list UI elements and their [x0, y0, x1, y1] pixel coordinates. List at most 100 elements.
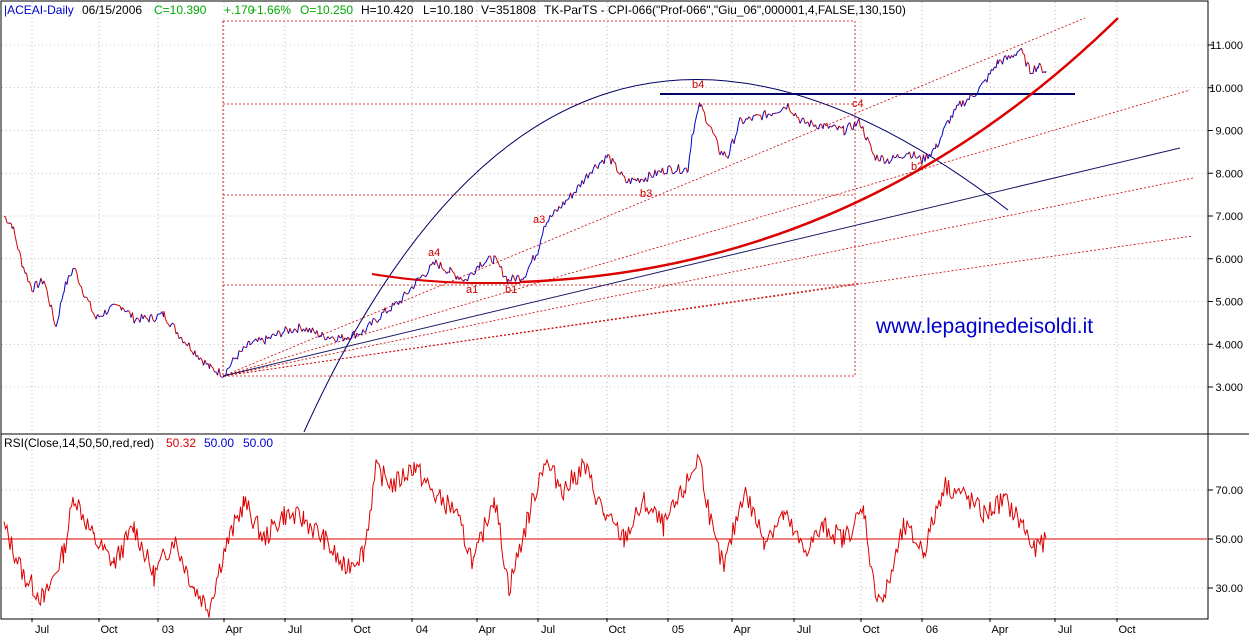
- price-segment: [189, 343, 191, 351]
- price-segment: [79, 282, 81, 285]
- price-segment: [950, 115, 952, 123]
- price-segment: [108, 307, 110, 312]
- price-segment: [816, 125, 818, 129]
- price-segment: [883, 157, 885, 164]
- price-segment: [357, 333, 359, 335]
- price-segment: [381, 312, 383, 319]
- price-segment: [755, 115, 756, 116]
- price-segment: [262, 338, 264, 341]
- price-segment: [975, 95, 977, 96]
- price-segment: [725, 151, 727, 156]
- x-tick-label: Oct: [353, 624, 370, 636]
- price-y-axis: 3.0004.0005.0006.0007.0008.0009.00010.00…: [1208, 40, 1243, 394]
- price-segment: [1041, 66, 1043, 73]
- price-segment: [990, 69, 992, 74]
- price-segment: [595, 164, 597, 167]
- price-segment: [299, 324, 301, 328]
- price-segment: [558, 206, 560, 211]
- price-segment: [414, 285, 416, 289]
- price-segment: [359, 334, 361, 335]
- x-tick-label: Jul: [35, 624, 49, 636]
- price-segment: [127, 310, 129, 311]
- price-segment: [983, 81, 985, 82]
- price-segment: [391, 303, 393, 311]
- price-segment: [530, 262, 532, 265]
- price-segment: [562, 202, 564, 209]
- y-tick-label: 3.000: [1215, 382, 1243, 394]
- y-tick-label: 10.000: [1209, 83, 1243, 95]
- price-segment: [963, 100, 965, 106]
- price-segment: [198, 355, 200, 359]
- price-segment: [710, 126, 712, 127]
- price-segment: [107, 312, 109, 314]
- price-segment: [981, 83, 983, 85]
- price-segment: [247, 342, 249, 348]
- x-tick-label: 05: [672, 624, 684, 636]
- price-segment: [745, 118, 747, 122]
- price-segment: [613, 158, 615, 162]
- price-segment: [784, 107, 786, 108]
- price-segment: [474, 274, 476, 275]
- price-segment: [706, 122, 708, 124]
- price-segment: [648, 172, 650, 182]
- price-segment: [483, 263, 485, 265]
- price-segment: [417, 278, 419, 279]
- wave-label: a3: [533, 214, 545, 226]
- price-segment: [640, 179, 642, 183]
- price-segment: [600, 162, 602, 163]
- price-segment: [497, 260, 499, 263]
- price-segment: [201, 358, 203, 360]
- price-segment: [442, 268, 444, 270]
- price-segment: [552, 215, 554, 217]
- y-tick-label: 5.000: [1215, 297, 1243, 309]
- price-segment: [540, 239, 542, 247]
- price-segment: [24, 267, 26, 273]
- wave-label: b1: [505, 284, 517, 296]
- price-segment: [227, 368, 229, 369]
- price-segment: [301, 327, 303, 331]
- price-segment: [869, 141, 871, 145]
- price-segment: [1026, 62, 1028, 66]
- price-segment: [728, 154, 730, 159]
- price-segment: [455, 274, 457, 279]
- parabolic-curve: [520, 18, 1118, 282]
- price-segment: [408, 292, 410, 294]
- price-segment: [182, 337, 184, 343]
- price-segment: [572, 193, 574, 198]
- rsi-y-tick-label: 50.00: [1215, 534, 1243, 546]
- study-overlay: [223, 18, 1193, 432]
- price-segment: [280, 331, 282, 337]
- price-segment: [317, 330, 319, 337]
- price-segment: [511, 275, 513, 282]
- price-segment: [427, 271, 429, 275]
- wave-label: a4: [428, 247, 440, 259]
- rsi-series: [4, 455, 1046, 618]
- price-segment: [743, 122, 745, 124]
- price-segment: [778, 112, 780, 113]
- price-segment: [77, 274, 79, 283]
- price-segment: [538, 254, 539, 256]
- price-segment: [1019, 50, 1020, 51]
- price-segment: [890, 160, 892, 162]
- price-segment: [933, 148, 935, 150]
- price-segment: [61, 300, 63, 303]
- high-label: H=10.420: [361, 3, 414, 17]
- price-segment: [92, 311, 94, 313]
- price-segment: [472, 273, 474, 275]
- price-segment: [298, 324, 300, 333]
- price-segment: [966, 99, 968, 102]
- price-segment: [378, 320, 380, 323]
- price-segment: [649, 172, 651, 175]
- price-segment: [939, 138, 941, 144]
- price-segment: [56, 322, 58, 327]
- price-segment: [363, 330, 364, 332]
- price-segment: [888, 159, 890, 164]
- y-tick-label: 4.000: [1215, 339, 1243, 351]
- price-segment: [167, 323, 169, 325]
- price-segment: [292, 332, 294, 333]
- price-segment: [221, 376, 223, 377]
- price-segment: [362, 330, 364, 335]
- price-segment: [584, 179, 586, 184]
- price-segment: [752, 115, 754, 120]
